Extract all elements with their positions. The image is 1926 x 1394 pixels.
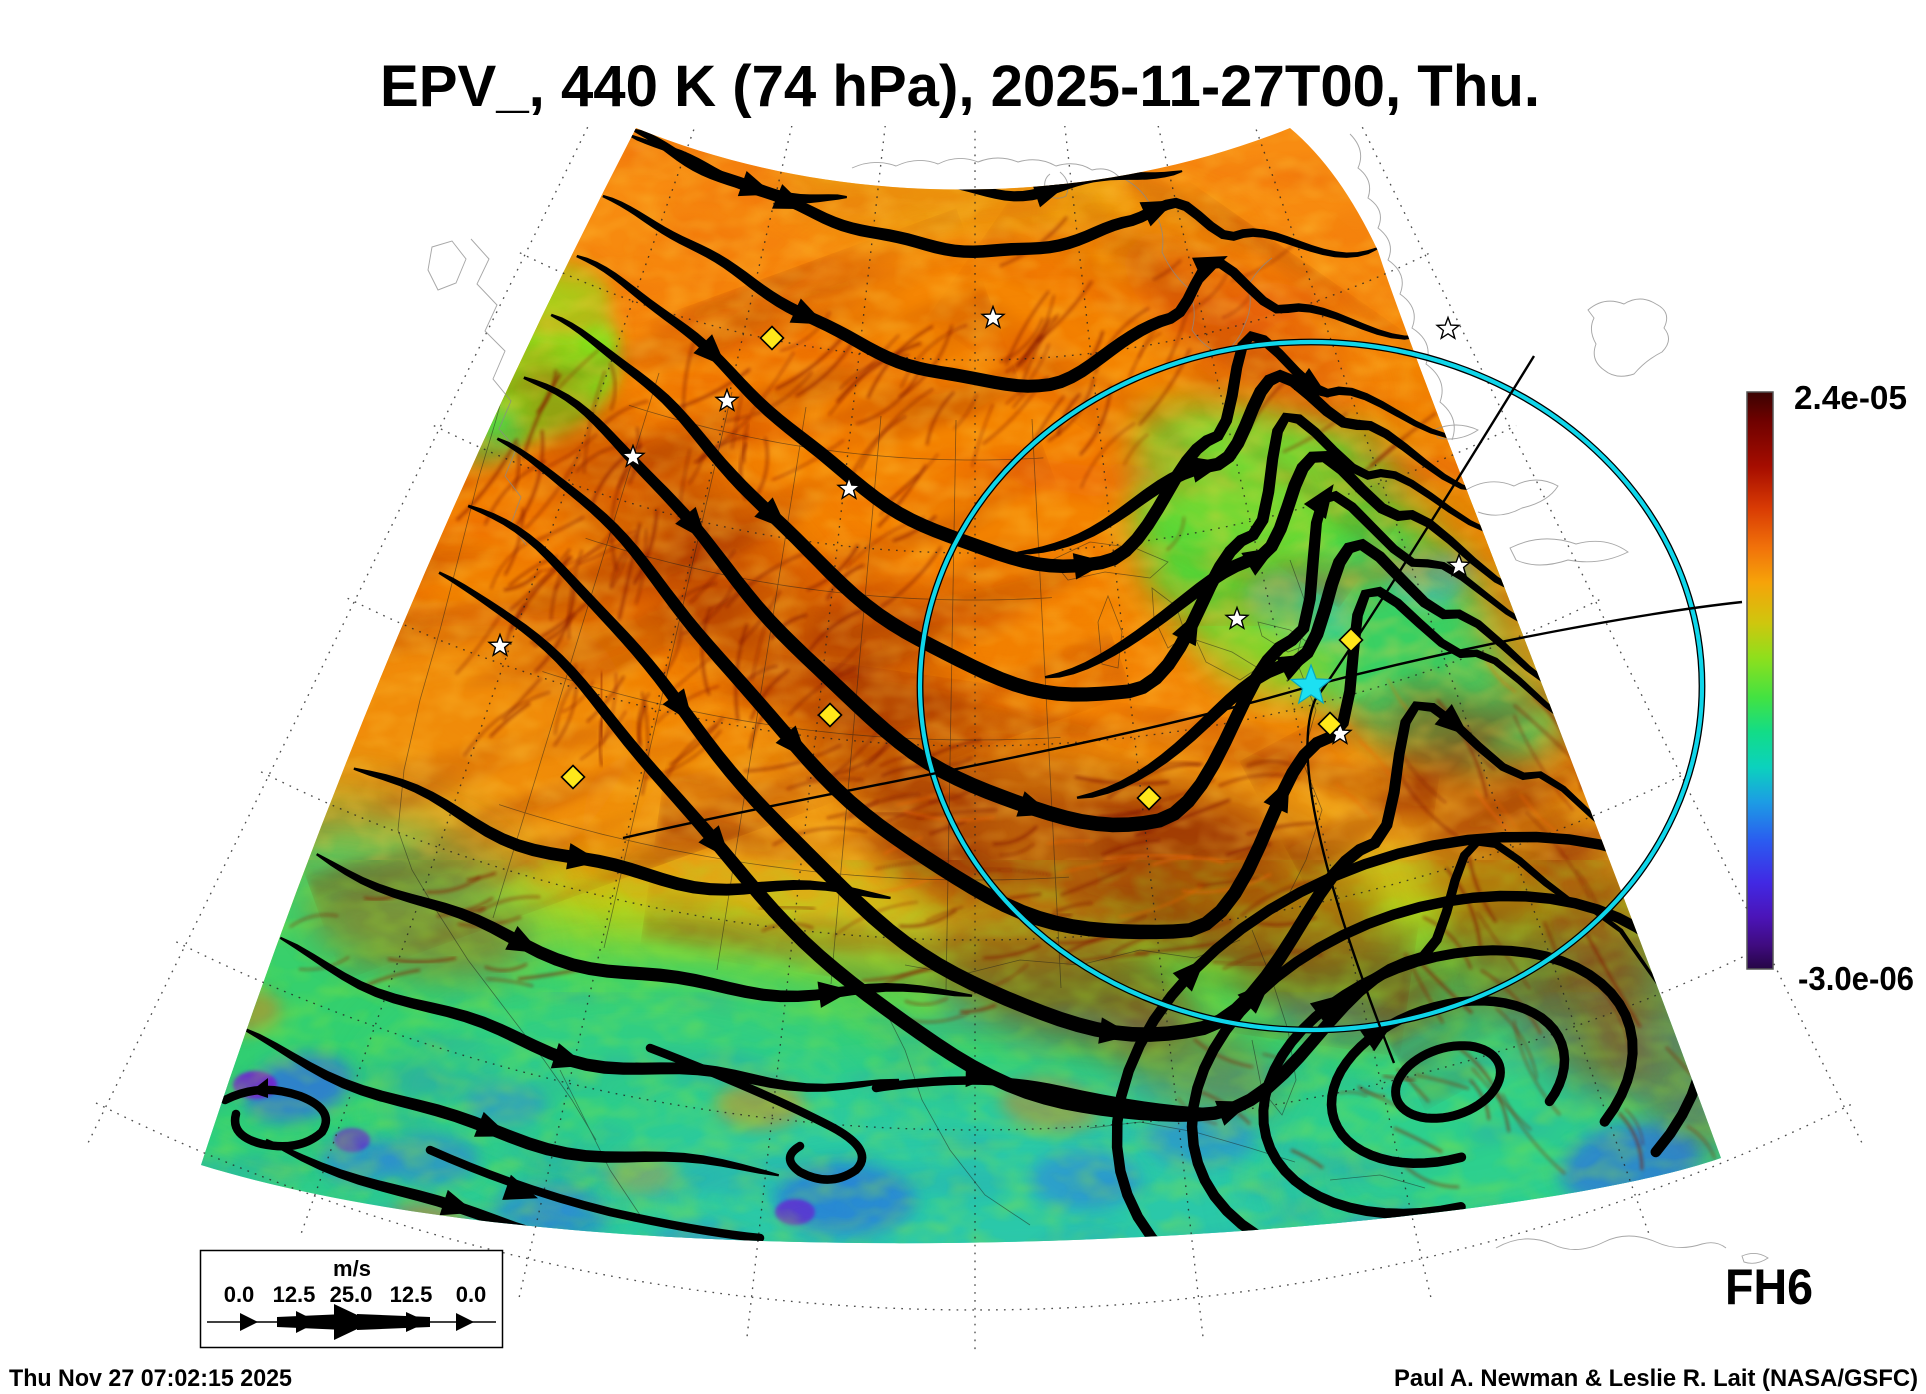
svg-text:Thu Nov 27 07:02:15 2025: Thu Nov 27 07:02:15 2025	[9, 1365, 292, 1392]
svg-text:m/s: m/s	[333, 1256, 371, 1281]
svg-text:FH6: FH6	[1725, 1259, 1813, 1315]
svg-text:12.5: 12.5	[273, 1282, 316, 1307]
svg-text:Paul A. Newman & Leslie R. Lai: Paul A. Newman & Leslie R. Lait (NASA/GS…	[1394, 1365, 1918, 1392]
svg-text:0.0: 0.0	[456, 1282, 487, 1307]
svg-text:2.4e-05: 2.4e-05	[1794, 379, 1907, 416]
svg-text:0.0: 0.0	[224, 1282, 255, 1307]
svg-text:EPV_, 440 K (74 hPa), 2025-11-: EPV_, 440 K (74 hPa), 2025-11-27T00, Thu…	[380, 54, 1540, 119]
svg-text:25.0: 25.0	[330, 1282, 373, 1307]
svg-text:-3.0e-06: -3.0e-06	[1798, 960, 1914, 997]
svg-text:12.5: 12.5	[390, 1282, 433, 1307]
